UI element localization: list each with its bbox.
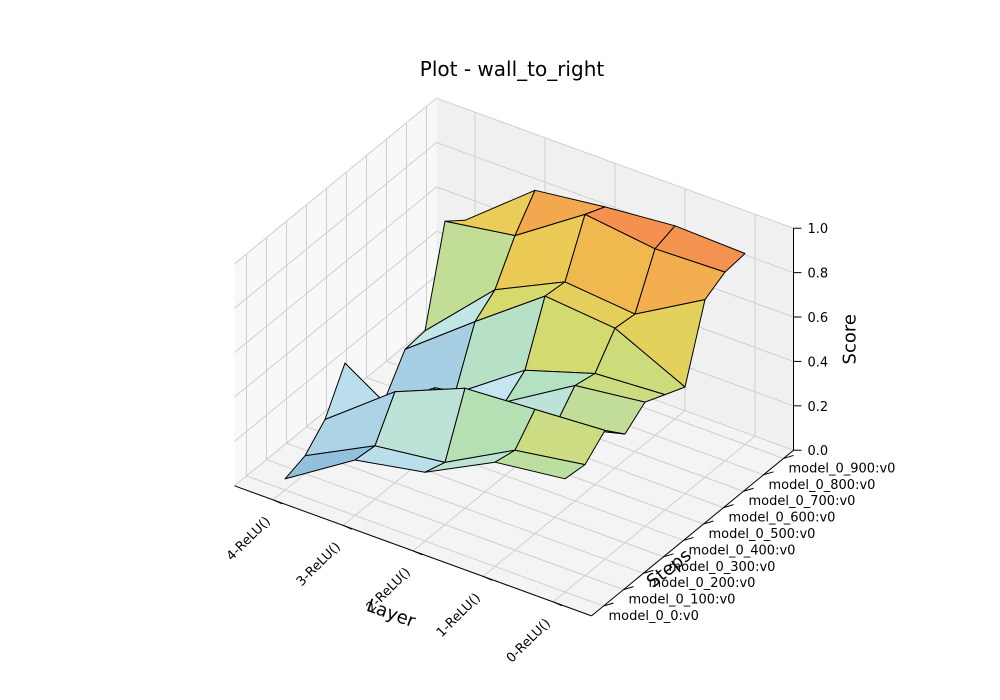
grid-line <box>234 186 437 354</box>
grid-line <box>234 275 437 442</box>
y-tick <box>643 569 654 574</box>
z-axis-label: Score <box>840 314 861 364</box>
y-tick-label: model_0_0:v0 <box>609 609 699 624</box>
x-tick-label: 0-ReLU() <box>504 616 554 666</box>
grid-line <box>286 442 644 574</box>
z-tick-label: 0.8 <box>808 267 829 282</box>
y-tick-label: model_0_600:v0 <box>729 511 836 526</box>
y-tick <box>663 553 674 558</box>
y-tick <box>603 602 614 607</box>
x-axis-label: Layer <box>364 595 419 632</box>
grid-line <box>234 230 437 398</box>
y-tick-label: model_0_900:v0 <box>789 461 896 476</box>
surface-patch <box>494 449 586 480</box>
y-tick <box>703 520 714 525</box>
y-tick <box>723 504 734 509</box>
z-tick-label: 0.6 <box>808 311 829 326</box>
y-tick-label: model_0_100:v0 <box>629 593 736 608</box>
x-tick <box>412 550 423 556</box>
grid-line <box>482 410 686 577</box>
chart-title: Plot - wall_to_right <box>420 57 605 81</box>
z-tick-label: 0.0 <box>808 444 829 459</box>
y-tick <box>743 487 754 492</box>
axis-lines <box>234 227 802 617</box>
y-tick-label: model_0_800:v0 <box>769 478 876 493</box>
x-tick <box>482 575 493 581</box>
y-tick-label: model_0_700:v0 <box>749 494 856 509</box>
x-axis-line <box>234 485 592 617</box>
y-tick <box>683 536 694 541</box>
z-tick-label: 0.4 <box>808 355 829 370</box>
x-tick <box>272 499 283 505</box>
y-tick-label: model_0_200:v0 <box>649 576 756 591</box>
z-tick-label: 0.2 <box>808 400 829 415</box>
y-tick <box>623 586 634 591</box>
x-tick <box>552 601 563 607</box>
y-tick <box>763 471 774 476</box>
y-tick-label: model_0_400:v0 <box>689 543 796 558</box>
grid-line <box>234 142 437 309</box>
x-tick-label: 4-ReLU() <box>224 514 274 564</box>
grid-line <box>246 475 604 607</box>
z-tick-label: 1.0 <box>808 222 829 237</box>
y-tick-label: model_0_300:v0 <box>669 560 776 575</box>
x-tick-label: 1-ReLU() <box>434 591 484 641</box>
grid-line <box>552 435 756 603</box>
x-tick-label: 3-ReLU() <box>294 540 344 590</box>
grid-line <box>266 459 624 591</box>
x-tick <box>342 524 353 530</box>
y-tick <box>783 454 794 459</box>
y-axis-line <box>591 449 794 617</box>
grid-line <box>234 97 437 265</box>
surface <box>284 189 746 480</box>
grid-line <box>436 97 794 229</box>
y-tick-label: model_0_500:v0 <box>709 527 816 542</box>
